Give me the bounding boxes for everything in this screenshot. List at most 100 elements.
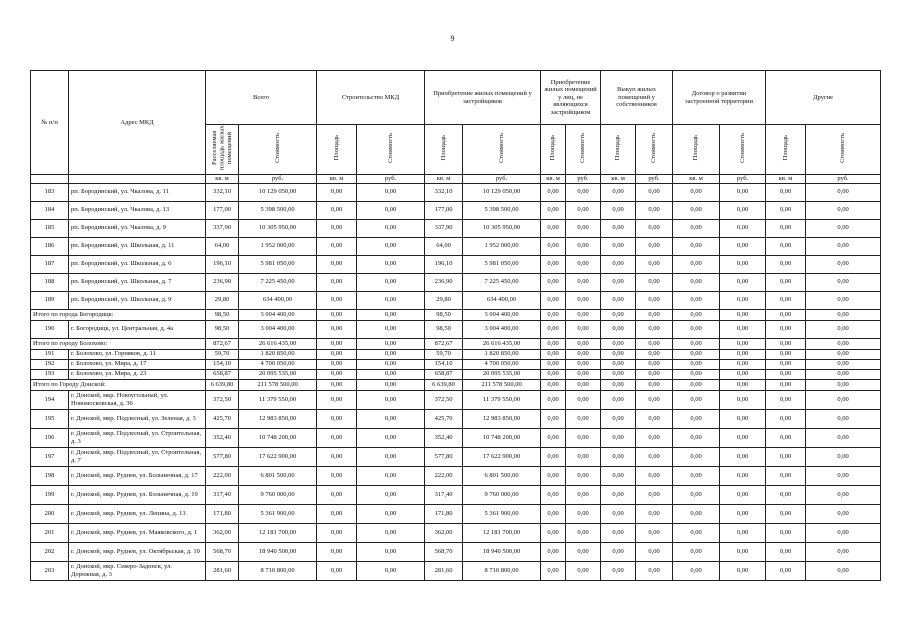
- value-cell: 0,00: [356, 522, 426, 543]
- value-cell: 0,00: [356, 465, 426, 486]
- value-cell: 0,00: [765, 560, 807, 581]
- row-number: 201: [30, 522, 69, 543]
- value-cell: 0,00: [719, 308, 767, 321]
- value-cell: 236,90: [424, 272, 464, 292]
- header-sub: Стоимость: [356, 124, 426, 175]
- data-row: 186 рп. Бородинский, ул. Школьная, д. 11 6…: [30, 236, 882, 256]
- header-sub: Стоимость: [635, 124, 674, 175]
- header-sub-text: Площадь: [439, 135, 447, 161]
- value-cell: 372,50: [205, 389, 239, 410]
- value-cell: 26 616 435,00: [462, 337, 542, 350]
- value-cell: 0,00: [600, 368, 637, 380]
- address: рп. Бородинский, ул. Чкалова, д. 11: [68, 182, 206, 202]
- value-cell: 0,00: [565, 560, 602, 581]
- value-cell: 6 801 500,00: [237, 465, 318, 486]
- data-row: 189 рп. Бородинский, ул. Школьная, д. 9 29…: [30, 290, 882, 310]
- value-cell: 0,00: [719, 236, 767, 256]
- value-cell: 0,00: [635, 560, 674, 581]
- data-row: 194 г. Донской, мкр. Новоугольный, ул. Но…: [30, 389, 882, 410]
- data-row: 185 рп. Бородинский, ул. Чкалова, д. 9 337…: [30, 218, 882, 238]
- value-cell: 18 940 500,00: [462, 541, 542, 562]
- value-cell: 0,00: [565, 319, 602, 339]
- value-cell: 0,00: [719, 200, 767, 220]
- value-cell: 0,00: [672, 236, 721, 256]
- value-cell: 0,00: [805, 358, 882, 370]
- value-cell: 10 748 200,00: [237, 427, 318, 448]
- value-cell: 222,00: [205, 465, 239, 486]
- value-cell: 0,00: [805, 408, 882, 429]
- total-row: Итого по Городу Донской: 6 639,80 211 578 …: [30, 378, 882, 391]
- value-cell: 0,00: [765, 319, 807, 339]
- value-cell: 6 801 500,00: [462, 465, 542, 486]
- units-cell: руб.: [462, 173, 542, 184]
- value-cell: 0,00: [672, 348, 721, 360]
- address: рп. Бородинский, ул. Школьная, д. 9: [68, 290, 206, 310]
- value-cell: 0,00: [600, 348, 637, 360]
- value-cell: 0,00: [565, 236, 602, 256]
- value-cell: 0,00: [635, 272, 674, 292]
- value-cell: 0,00: [635, 236, 674, 256]
- value-cell: 0,00: [765, 272, 807, 292]
- value-cell: 0,00: [672, 408, 721, 429]
- value-cell: 0,00: [672, 182, 721, 202]
- value-cell: 362,00: [424, 522, 464, 543]
- value-cell: 1 952 000,00: [462, 236, 542, 256]
- header-sub: Площадь: [672, 124, 721, 175]
- value-cell: 26 616 435,00: [237, 337, 318, 350]
- header-sub: Площадь: [424, 124, 464, 175]
- value-cell: 0,00: [719, 378, 767, 391]
- value-cell: 0,00: [600, 378, 637, 391]
- value-cell: 0,00: [316, 337, 358, 350]
- address: рп. Бородинский, ул. Школьная, д. 6: [68, 254, 206, 274]
- value-cell: 0,00: [805, 236, 882, 256]
- value-cell: 5 398 500,00: [237, 200, 318, 220]
- value-cell: 0,00: [356, 337, 426, 350]
- value-cell: 12 983 850,00: [237, 408, 318, 429]
- value-cell: 0,00: [672, 200, 721, 220]
- value-cell: 634 400,00: [462, 290, 542, 310]
- value-cell: 154,10: [424, 358, 464, 370]
- value-cell: 0,00: [672, 290, 721, 310]
- value-cell: 0,00: [600, 182, 637, 202]
- data-row: 203 г. Донской, мкр. Северо-Задонск, ул. …: [30, 560, 882, 581]
- value-cell: 0,00: [316, 348, 358, 360]
- value-cell: 0,00: [600, 290, 637, 310]
- value-cell: 64,00: [205, 236, 239, 256]
- value-cell: 0,00: [316, 358, 358, 370]
- value-cell: 0,00: [316, 182, 358, 202]
- address: г. Донской, мкр. Руднев, ул. Октябрьская…: [68, 541, 206, 562]
- value-cell: 0,00: [565, 541, 602, 562]
- value-cell: 0,00: [672, 465, 721, 486]
- value-cell: 0,00: [540, 503, 567, 524]
- header-sub-text: Площадь: [549, 135, 557, 161]
- value-cell: 11 379 550,00: [237, 389, 318, 410]
- value-cell: 177,00: [205, 200, 239, 220]
- value-cell: 0,00: [719, 358, 767, 370]
- value-cell: 0,00: [635, 446, 674, 467]
- address: г. Донской, мкр. Руднев, ул. Больничная,…: [68, 465, 206, 486]
- value-cell: 0,00: [316, 368, 358, 380]
- units-cell: кв. м: [765, 173, 807, 184]
- value-cell: 10 305 950,00: [462, 218, 542, 238]
- value-cell: 0,00: [635, 358, 674, 370]
- address: г. Донской, мкр. Северо-Задонск, ул. Дор…: [68, 560, 206, 581]
- value-cell: 317,40: [424, 484, 464, 505]
- units-cell: кв. м: [672, 173, 721, 184]
- value-cell: 0,00: [356, 358, 426, 370]
- header-group: Другие: [765, 70, 882, 125]
- value-cell: 0,00: [540, 290, 567, 310]
- value-cell: 5 981 050,00: [237, 254, 318, 274]
- value-cell: 0,00: [316, 408, 358, 429]
- value-cell: 0,00: [805, 200, 882, 220]
- value-cell: 0,00: [635, 290, 674, 310]
- value-cell: 0,00: [719, 503, 767, 524]
- address: рп. Бородинский, ул. Чкалова, д. 9: [68, 218, 206, 238]
- header-sub-text: Площадь: [692, 135, 700, 161]
- value-cell: 0,00: [540, 522, 567, 543]
- value-cell: 98,50: [205, 308, 239, 321]
- value-cell: 352,40: [205, 427, 239, 448]
- value-cell: 0,00: [540, 465, 567, 486]
- row-number: 183: [30, 182, 69, 202]
- value-cell: 0,00: [565, 254, 602, 274]
- value-cell: 0,00: [540, 254, 567, 274]
